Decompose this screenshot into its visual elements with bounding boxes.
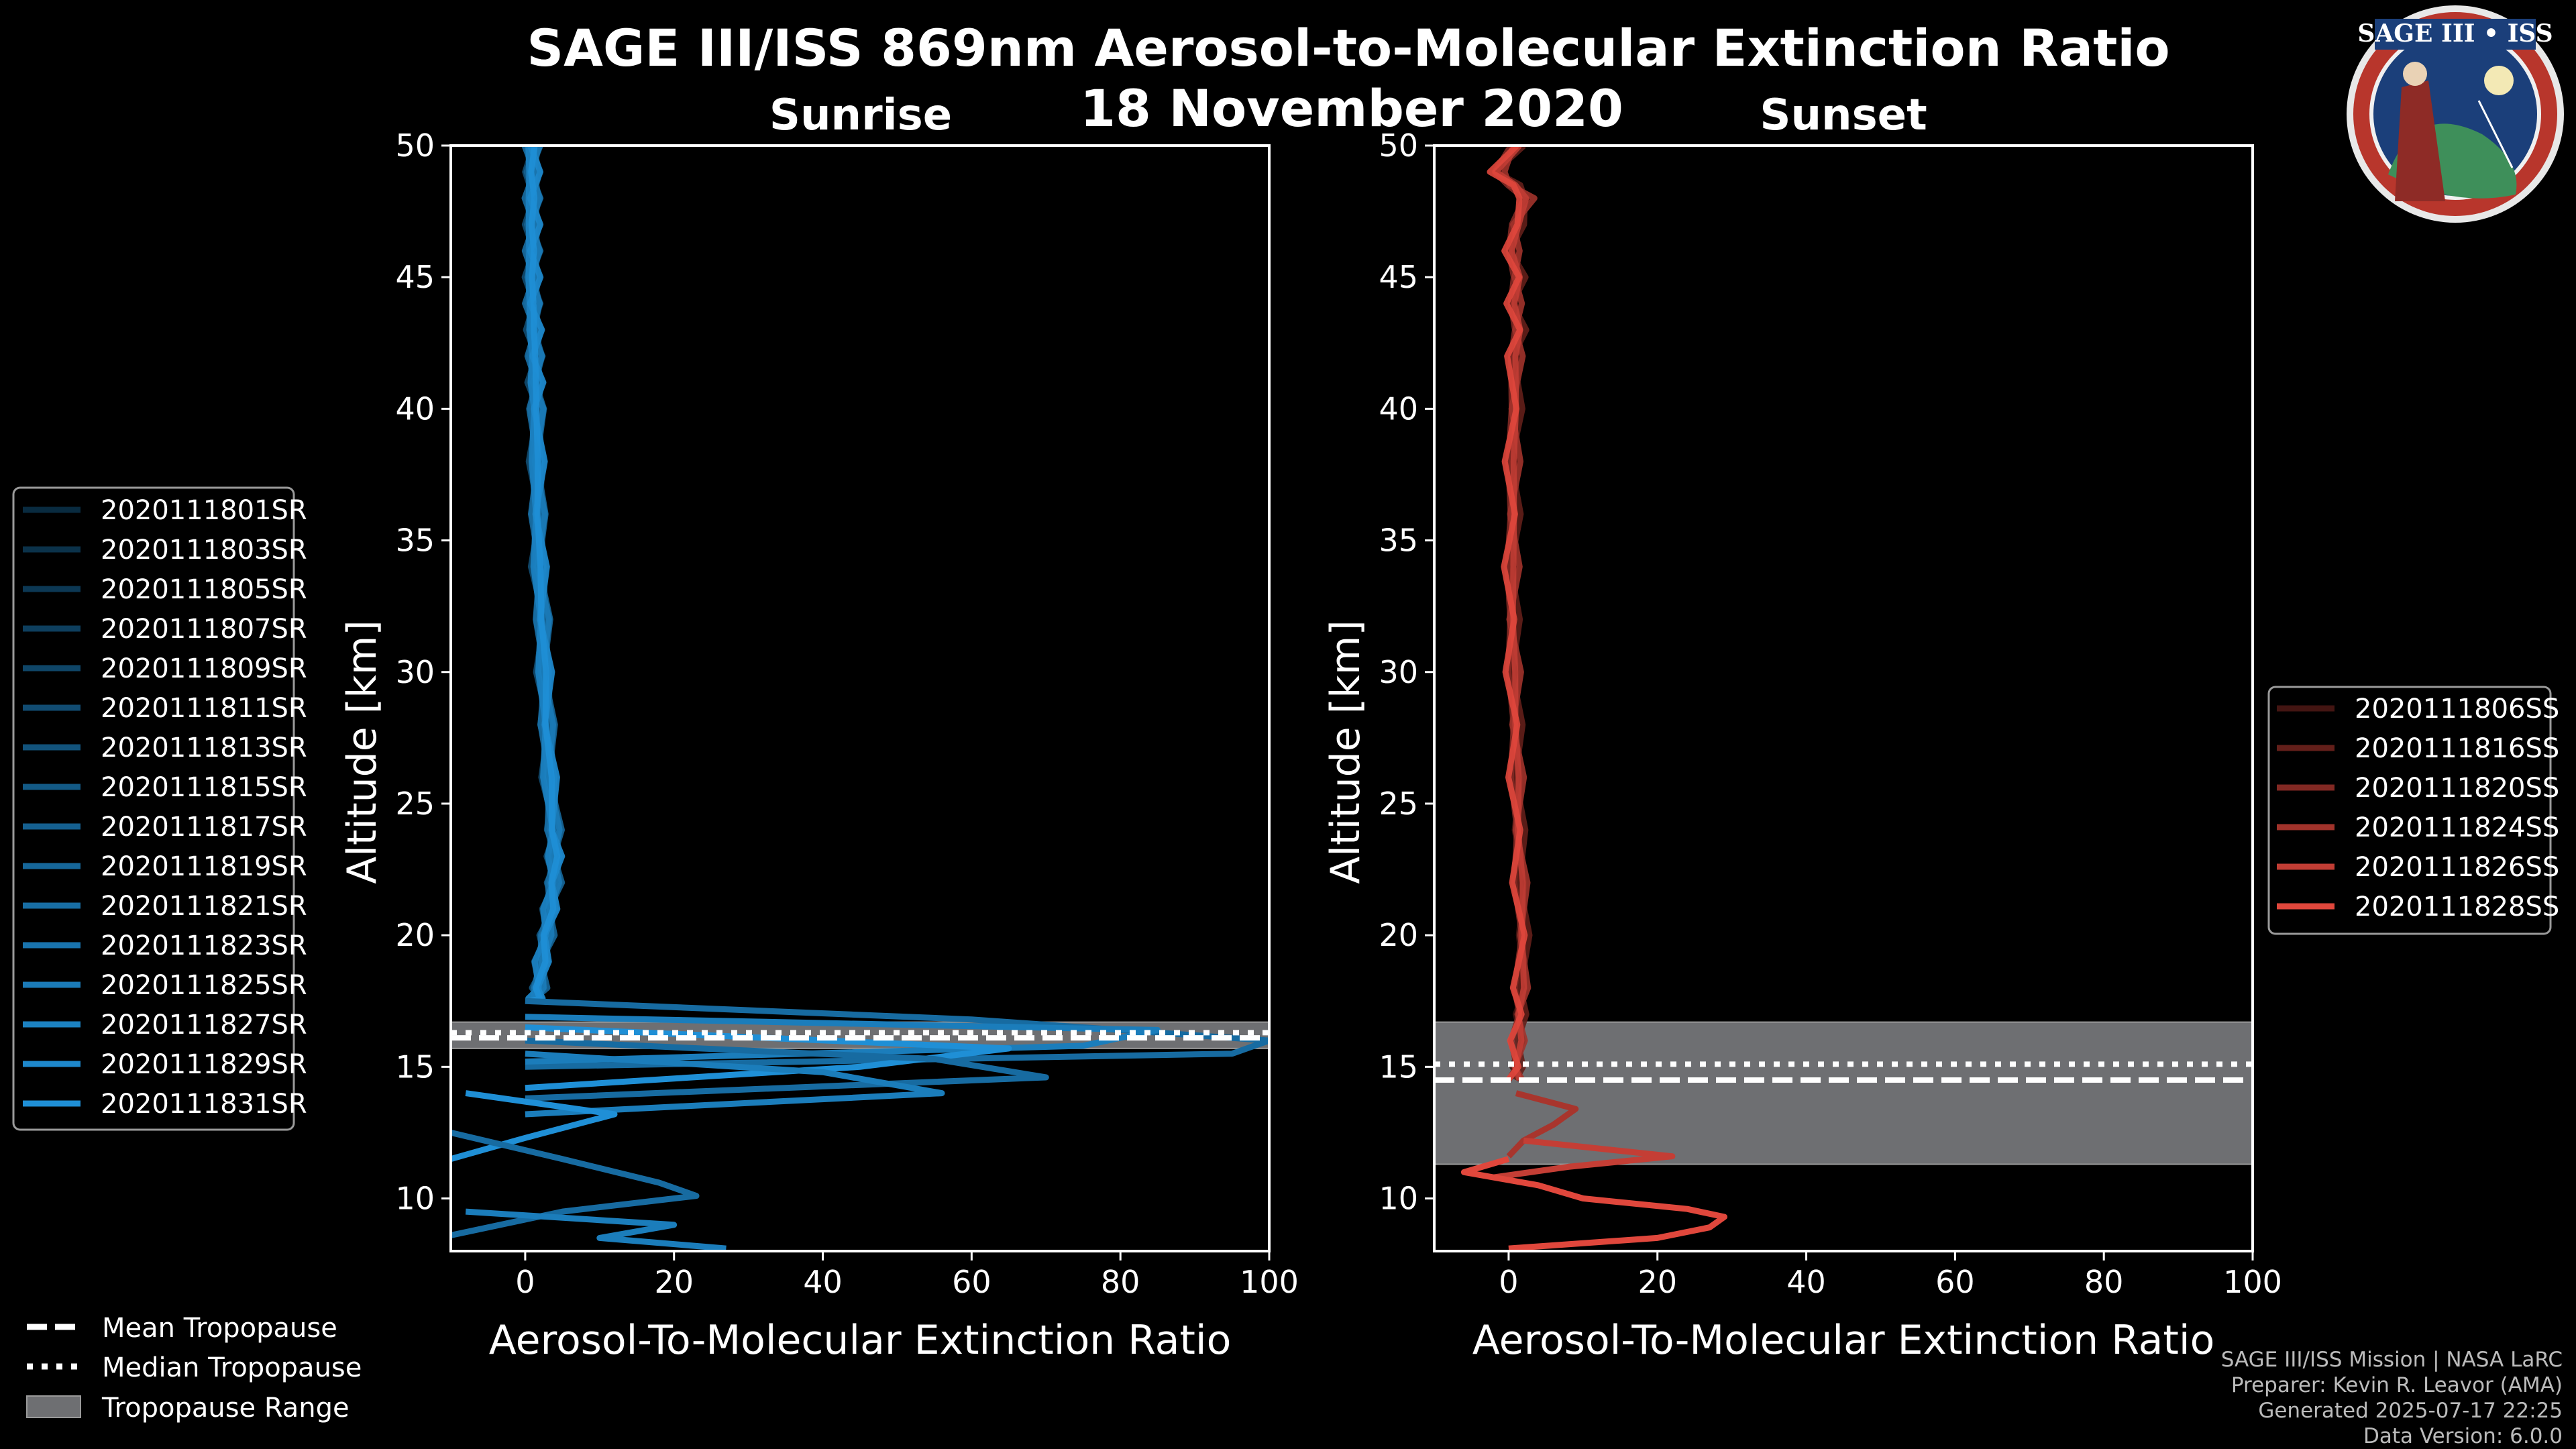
footer: SAGE III/ISS Mission | NASA LaRC Prepare…	[2221, 1348, 2563, 1448]
y-tick-label: 15	[1379, 1049, 1418, 1085]
x-tick-label: 60	[952, 1264, 991, 1300]
legend-entry: 2020111816SS	[2355, 733, 2559, 764]
legend-entry: 2020111825SR	[101, 970, 307, 1001]
x-axis-label: Aerosol-To-Molecular Extinction Ratio	[489, 1317, 1232, 1364]
legend-entry: 2020111811SR	[101, 693, 307, 724]
sage-iii-iss-logo: SAGE III • ISS	[2347, 5, 2564, 223]
logo-title-text: SAGE III • ISS	[2357, 19, 2553, 48]
y-axis-label: Altitude [km]	[339, 620, 386, 884]
legend-entry: 2020111831SR	[101, 1089, 307, 1120]
subplot-title: Sunrise	[769, 91, 952, 140]
figure-date: 18 November 2020	[1080, 78, 1623, 138]
legend-entry: 2020111807SR	[101, 614, 307, 645]
axes-frame	[449, 144, 1271, 1252]
legend-entry: 2020111817SR	[101, 812, 307, 843]
logo-figure-head	[2403, 62, 2427, 86]
legend-entry: 2020111805SR	[101, 574, 307, 605]
x-tick-label: 0	[1499, 1264, 1518, 1300]
tropopause-range-swatch	[26, 1395, 81, 1418]
logo-instrument-beam	[2477, 100, 2514, 168]
x-tick-label: 20	[1638, 1264, 1677, 1300]
legend-entry: 2020111823SR	[101, 930, 307, 961]
x-tick-label: 40	[1786, 1264, 1826, 1300]
legend-entry: 2020111820SS	[2355, 773, 2559, 804]
legend-entry: 2020111821SR	[101, 891, 307, 922]
sunrise-legend-frame	[12, 486, 295, 1131]
tropopause-legend: Mean Tropopause Median Tropopause Tropop…	[26, 1313, 362, 1424]
y-tick-label: 45	[395, 259, 435, 295]
legend-entry: 2020111827SR	[101, 1010, 307, 1040]
logo-figure-robe	[2395, 80, 2445, 201]
profile-line	[1487, 146, 1528, 1082]
sunrise-plot: Sunrise 0 20 40 60 80 100 10 15 20 25 30 35 40 45 50 Aer…	[339, 91, 1299, 1364]
footer-generated: Generated 2025-07-17 22:25	[2258, 1399, 2563, 1423]
legend-entry: 2020111828SS	[2355, 892, 2559, 922]
plot-area	[1434, 146, 2253, 1251]
y-tick-label: 35	[395, 523, 435, 559]
x-tick-label: 100	[1240, 1264, 1299, 1300]
legend-entry: 2020111809SR	[101, 653, 307, 684]
figure-title: SAGE III/ISS 869nm Aerosol-to-Molecular …	[527, 18, 2169, 78]
footer-preparer: Preparer: Kevin R. Leavor (AMA)	[2231, 1373, 2563, 1397]
footer-mission: SAGE III/ISS Mission | NASA LaRC	[2221, 1348, 2563, 1372]
mean-tropopause-label: Mean Tropopause	[102, 1313, 337, 1344]
footer-data-version: Data Version: 6.0.0	[2363, 1424, 2563, 1448]
y-tick-label: 20	[1379, 917, 1418, 953]
x-tick-label: 100	[2223, 1264, 2282, 1300]
median-tropopause-label: Median Tropopause	[102, 1352, 362, 1383]
sunset-plot: Sunset 0 20 40 60 80 100 10 15 20 25 30 35 40 45 50 Aero…	[1322, 91, 2282, 1364]
x-axis-label: Aerosol-To-Molecular Extinction Ratio	[1472, 1317, 2215, 1364]
legend-entry: 2020111815SR	[101, 772, 307, 803]
y-axis-label: Altitude [km]	[1322, 620, 1369, 884]
x-tick-label: 20	[654, 1264, 694, 1300]
y-tick-label: 20	[395, 917, 435, 953]
legend-entry: 2020111806SS	[2355, 694, 2559, 724]
y-tick-label: 40	[1379, 390, 1418, 427]
legend-entry: 2020111826SS	[2355, 852, 2559, 883]
tropopause-range-band	[1434, 1021, 2253, 1165]
subplot-title: Sunset	[1760, 91, 1927, 140]
y-tick-label: 15	[395, 1049, 435, 1085]
spike-line	[1506, 1090, 1579, 1159]
sunset-legend-frame	[2267, 686, 2552, 935]
y-tick-label: 25	[395, 786, 435, 822]
spike-line	[1460, 1156, 1727, 1251]
y-tick-label: 25	[1379, 786, 1418, 822]
legend-entry: 2020111813SR	[101, 733, 307, 763]
spike-line	[525, 998, 1269, 1070]
sunrise-legend: 2020111801SR 2020111803SR 2020111805SR 2020…	[12, 486, 307, 1131]
y-tick-label: 50	[395, 127, 435, 164]
legend-entry: 2020111824SS	[2355, 812, 2559, 843]
spike-line	[465, 1208, 727, 1251]
y-tick-label: 35	[1379, 523, 1418, 559]
plot-area	[451, 146, 1269, 1251]
spike-line	[451, 1090, 618, 1163]
spike-line	[525, 1037, 1049, 1102]
x-tick-label: 60	[1935, 1264, 1975, 1300]
spike-line	[1493, 1137, 1676, 1181]
y-tick-label: 30	[395, 654, 435, 690]
y-tick-label: 30	[1379, 654, 1418, 690]
x-tick-label: 80	[2084, 1264, 2124, 1300]
y-tick-label: 10	[395, 1181, 435, 1217]
tropopause-range-label: Tropopause Range	[101, 1393, 350, 1424]
axes-frame	[1433, 144, 2254, 1252]
logo-title-band	[2375, 19, 2536, 50]
x-tick-label: 40	[803, 1264, 843, 1300]
spike-line	[525, 1051, 945, 1118]
legend-entry: 2020111829SR	[101, 1049, 307, 1080]
sunset-legend: 2020111806SS 2020111816SS 2020111820SS 2020…	[2267, 686, 2559, 935]
legend-entry: 2020111819SR	[101, 851, 307, 882]
legend-entry: 2020111801SR	[101, 495, 307, 526]
y-tick-label: 10	[1379, 1181, 1418, 1217]
logo-moon	[2484, 66, 2514, 95]
y-tick-label: 40	[395, 390, 435, 427]
profile-line	[528, 146, 561, 1004]
y-tick-label: 50	[1379, 127, 1418, 164]
x-tick-label: 0	[515, 1264, 535, 1300]
legend-entry: 2020111803SR	[101, 535, 307, 566]
y-tick-label: 45	[1379, 259, 1418, 295]
x-tick-label: 80	[1101, 1264, 1140, 1300]
